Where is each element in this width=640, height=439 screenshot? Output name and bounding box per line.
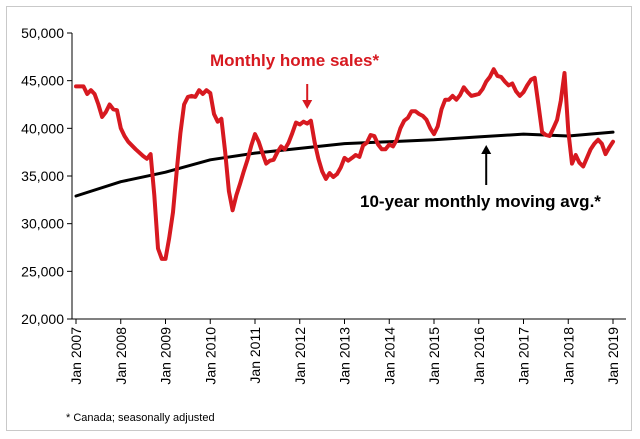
y-tick-label: 40,000 (21, 120, 64, 136)
x-tick-label: Jan 2008 (113, 327, 129, 385)
chart-frame (6, 6, 632, 431)
x-tick-label: Jan 2012 (292, 327, 308, 385)
series-lines (74, 67, 615, 261)
x-tick-label: Jan 2007 (68, 327, 84, 385)
avg-arrowhead (481, 145, 492, 154)
moving-average-line (74, 130, 615, 198)
tick-labels: 20,000 25,000 30,000 35,000 40,000 45,000 50,0… (21, 25, 621, 385)
sales-arrowhead (302, 100, 313, 109)
x-tick-label: Jan 2014 (381, 327, 397, 385)
y-tick-label: 25,000 (21, 263, 64, 279)
x-tick-label: Jan 2011 (247, 327, 263, 384)
x-tick-label: Jan 2013 (337, 327, 353, 385)
x-tick-label: Jan 2017 (516, 327, 532, 385)
axes (67, 32, 626, 324)
x-tick-label: Jan 2016 (471, 327, 487, 385)
y-tick-label: 50,000 (21, 25, 64, 41)
y-tick-label: 30,000 (21, 216, 64, 232)
y-tick-label: 20,000 (21, 311, 64, 327)
annotations: Monthly home sales* 10-year monthly movi… (210, 51, 601, 211)
sales-series-label: Monthly home sales* (210, 51, 379, 70)
footnote: * Canada; seasonally adjusted (66, 412, 215, 424)
monthly-sales-line (74, 67, 615, 261)
x-tick-label: Jan 2018 (560, 327, 576, 385)
avg-series-label: 10-year monthly moving avg.* (360, 192, 601, 211)
x-tick-label: Jan 2010 (202, 327, 218, 385)
y-tick-label: 35,000 (21, 168, 64, 184)
x-tick-label: Jan 2009 (158, 327, 174, 385)
y-tick-label: 45,000 (21, 73, 64, 89)
x-tick-label: Jan 2019 (605, 327, 621, 385)
x-tick-label: Jan 2015 (426, 327, 442, 385)
